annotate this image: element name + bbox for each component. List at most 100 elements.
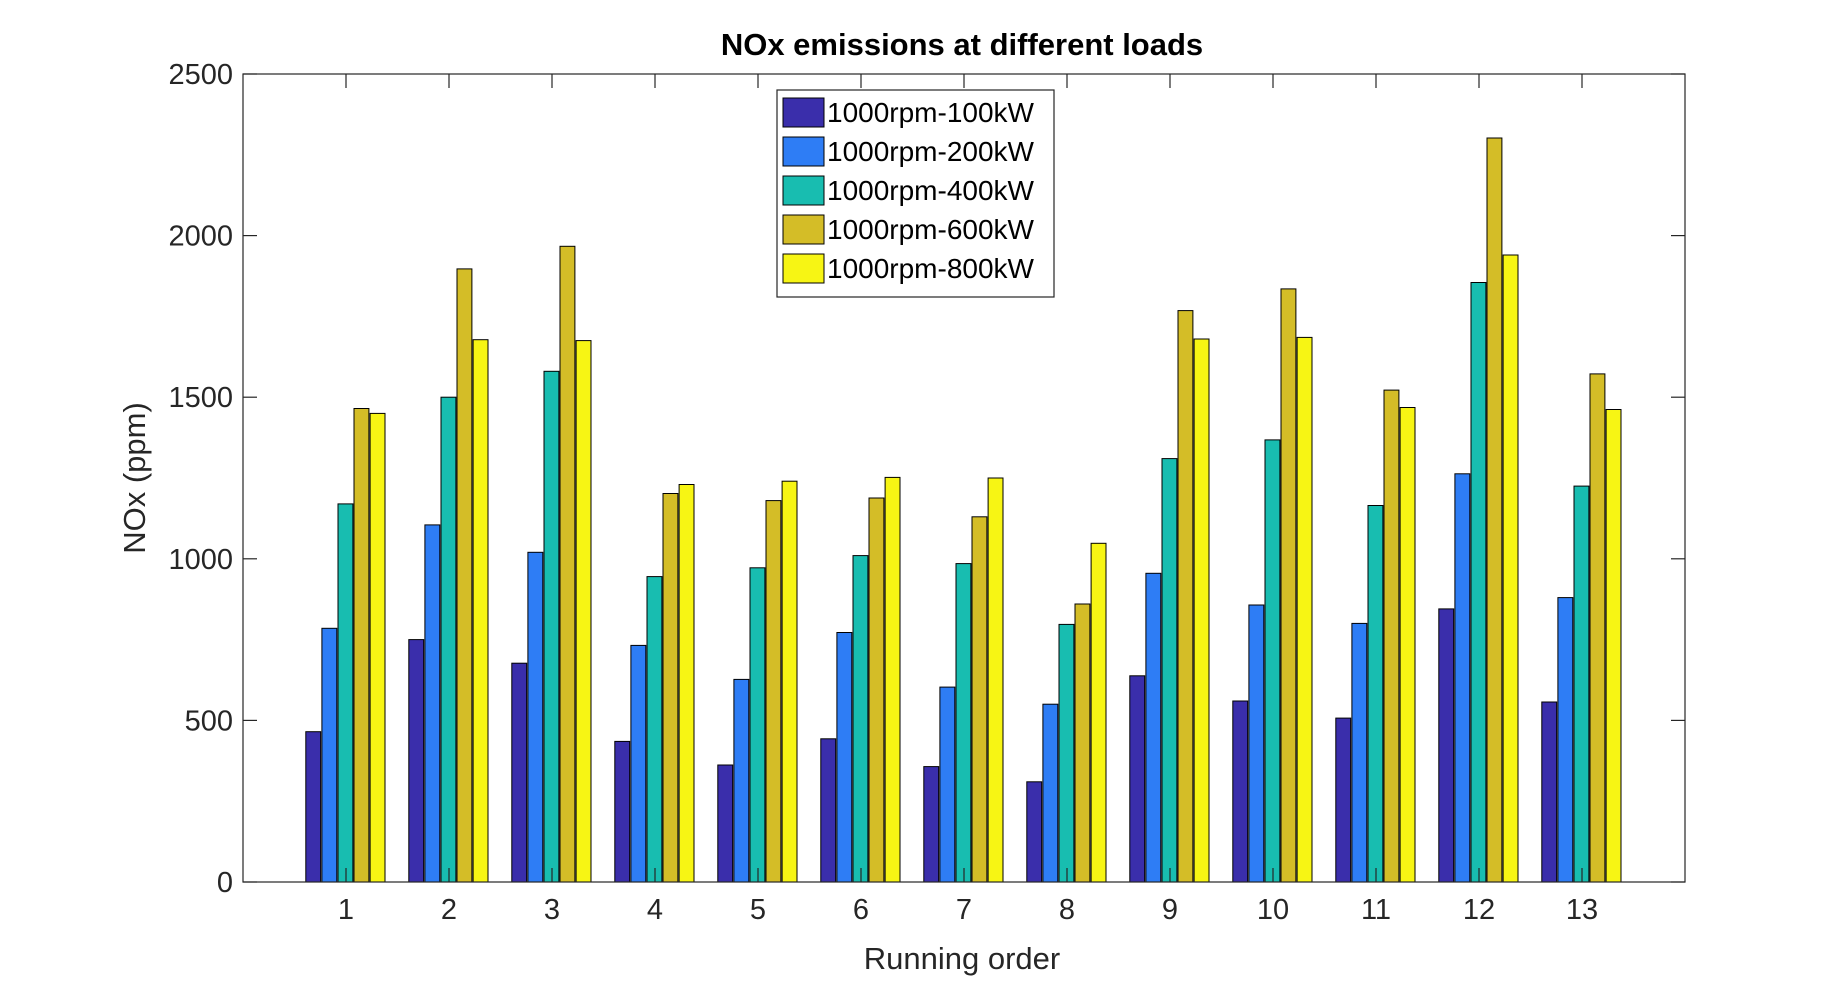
bar-1000rpm-100kW-1 (305, 731, 322, 883)
bar-1000rpm-200kW-12 (1454, 473, 1471, 883)
bar-1000rpm-100kW-13 (1541, 701, 1558, 883)
bar-1000rpm-600kW-12 (1486, 137, 1503, 883)
legend-label-1000rpm-400kW: 1000rpm-400kW (827, 175, 1035, 206)
bar-1000rpm-200kW-3 (527, 551, 544, 883)
bar-1000rpm-200kW-6 (836, 632, 853, 883)
bar-1000rpm-100kW-12 (1438, 608, 1455, 883)
legend-swatch-1000rpm-800kW (782, 253, 825, 284)
legend-swatch-1000rpm-400kW (782, 175, 825, 206)
x-tick-label: 7 (956, 894, 972, 926)
bar-1000rpm-600kW-13 (1589, 373, 1606, 883)
bar-1000rpm-600kW-5 (765, 500, 782, 883)
x-tick-label: 4 (647, 894, 663, 926)
legend-swatch-1000rpm-200kW (782, 136, 825, 167)
bar-1000rpm-800kW-1 (369, 412, 386, 883)
bar-1000rpm-600kW-9 (1177, 310, 1194, 883)
bar-1000rpm-200kW-10 (1248, 604, 1265, 883)
bar-1000rpm-600kW-10 (1280, 288, 1297, 883)
bar-1000rpm-400kW-2 (440, 396, 457, 883)
bar-1000rpm-800kW-5 (781, 480, 798, 883)
bar-1000rpm-400kW-1 (337, 503, 354, 883)
bar-1000rpm-400kW-10 (1264, 439, 1281, 883)
y-tick-label: 2000 (168, 221, 233, 253)
bar-1000rpm-800kW-6 (884, 476, 901, 883)
bar-1000rpm-400kW-12 (1470, 282, 1487, 883)
bar-1000rpm-200kW-1 (321, 627, 338, 883)
bar-1000rpm-800kW-11 (1399, 407, 1416, 883)
bar-1000rpm-800kW-7 (987, 477, 1004, 883)
bar-1000rpm-100kW-5 (717, 764, 734, 883)
bar-1000rpm-600kW-6 (868, 497, 885, 883)
bar-1000rpm-600kW-2 (456, 268, 473, 883)
legend-label-1000rpm-100kW: 1000rpm-100kW (827, 97, 1035, 128)
bar-1000rpm-400kW-3 (543, 370, 560, 883)
bar-1000rpm-800kW-9 (1193, 338, 1210, 883)
legend-label-1000rpm-200kW: 1000rpm-200kW (827, 136, 1035, 167)
legend-label-1000rpm-600kW: 1000rpm-600kW (827, 214, 1035, 245)
bar-1000rpm-200kW-13 (1557, 597, 1574, 883)
bar-1000rpm-100kW-8 (1026, 781, 1043, 883)
chart-title: NOx emissions at different loads (721, 27, 1203, 62)
x-tick-label: 9 (1162, 894, 1178, 926)
x-tick-label: 1 (338, 894, 354, 926)
bar-1000rpm-600kW-4 (662, 493, 679, 883)
y-tick-label: 1000 (168, 544, 233, 576)
bar-1000rpm-800kW-4 (678, 484, 695, 883)
bar-1000rpm-400kW-13 (1573, 485, 1590, 883)
y-axis-label: NOx (ppm) (117, 402, 152, 554)
x-tick-label: 3 (544, 894, 560, 926)
bar-1000rpm-200kW-9 (1145, 572, 1162, 883)
bar-1000rpm-600kW-8 (1074, 603, 1091, 883)
bar-1000rpm-100kW-9 (1129, 675, 1146, 883)
x-tick-label: 12 (1463, 894, 1495, 926)
bar-1000rpm-800kW-13 (1605, 409, 1622, 883)
bar-1000rpm-800kW-10 (1296, 336, 1313, 883)
x-tick-label: 2 (441, 894, 457, 926)
y-tick-label: 500 (185, 705, 233, 737)
bar-1000rpm-400kW-5 (749, 567, 766, 883)
bar-1000rpm-200kW-7 (939, 686, 956, 883)
bar-1000rpm-200kW-5 (733, 678, 750, 883)
bar-1000rpm-100kW-3 (511, 662, 528, 883)
y-tick-label: 1500 (168, 382, 233, 414)
bar-1000rpm-400kW-8 (1058, 623, 1075, 883)
x-axis-label: Running order (864, 941, 1060, 976)
bar-1000rpm-800kW-12 (1502, 254, 1519, 883)
x-tick-label: 13 (1566, 894, 1598, 926)
legend: 1000rpm-100kW 1000rpm-200kW 1000rpm-400kW 1… (776, 89, 1055, 298)
bar-1000rpm-600kW-11 (1383, 389, 1400, 883)
bar-1000rpm-800kW-2 (472, 339, 489, 883)
bar-1000rpm-100kW-4 (614, 740, 631, 883)
y-tick-label: 2500 (168, 59, 233, 91)
bar-1000rpm-100kW-6 (820, 738, 837, 883)
bar-1000rpm-100kW-10 (1232, 700, 1249, 883)
bar-1000rpm-400kW-4 (646, 576, 663, 883)
bar-1000rpm-600kW-1 (353, 408, 370, 883)
legend-swatch-1000rpm-600kW (782, 214, 825, 245)
x-tick-label: 6 (853, 894, 869, 926)
bar-1000rpm-200kW-2 (424, 524, 441, 883)
bar-1000rpm-200kW-11 (1351, 622, 1368, 883)
bar-1000rpm-400kW-6 (852, 555, 869, 883)
bar-1000rpm-100kW-11 (1335, 717, 1352, 883)
x-tick-label: 10 (1257, 894, 1289, 926)
bar-1000rpm-400kW-11 (1367, 505, 1384, 883)
x-tick-label: 5 (750, 894, 766, 926)
legend-label-1000rpm-800kW: 1000rpm-800kW (827, 253, 1035, 284)
y-tick-label: 0 (217, 867, 233, 899)
bar-1000rpm-100kW-2 (408, 639, 425, 883)
bar-1000rpm-400kW-9 (1161, 458, 1178, 883)
bar-1000rpm-200kW-8 (1042, 703, 1059, 883)
bar-1000rpm-100kW-7 (923, 766, 940, 883)
x-tick-label: 8 (1059, 894, 1075, 926)
bar-1000rpm-600kW-7 (971, 516, 988, 883)
bar-1000rpm-800kW-8 (1090, 542, 1107, 883)
legend-swatch-1000rpm-100kW (782, 97, 825, 128)
bar-1000rpm-200kW-4 (630, 644, 647, 883)
x-tick-label: 11 (1361, 894, 1391, 926)
bar-1000rpm-400kW-7 (955, 563, 972, 883)
bar-1000rpm-600kW-3 (559, 245, 576, 883)
